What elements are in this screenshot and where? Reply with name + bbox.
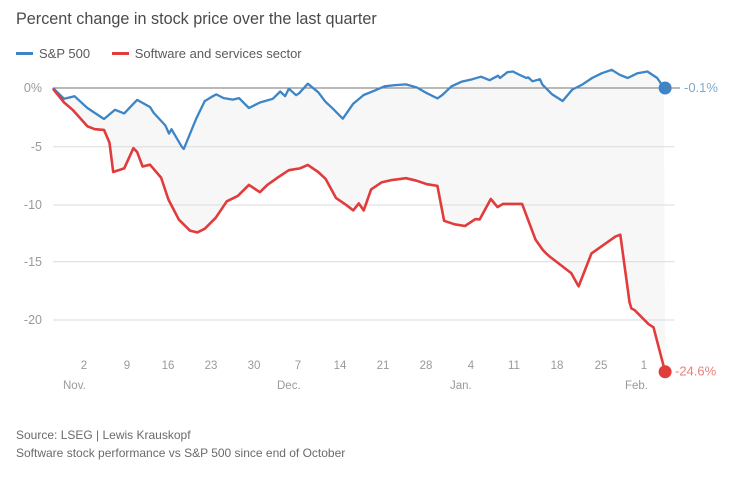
svg-text:Nov.: Nov.: [63, 380, 86, 392]
svg-text:Dec.: Dec.: [277, 380, 301, 392]
svg-text:Jan.: Jan.: [450, 380, 472, 392]
svg-text:-5: -5: [31, 140, 42, 154]
svg-text:1: 1: [641, 360, 647, 372]
svg-text:25: 25: [595, 360, 608, 372]
svg-text:28: 28: [420, 360, 433, 372]
svg-text:11: 11: [508, 360, 520, 372]
svg-text:0%: 0%: [24, 81, 42, 95]
svg-text:30: 30: [248, 360, 261, 372]
svg-text:Feb.: Feb.: [625, 380, 648, 392]
svg-text:2: 2: [81, 360, 87, 372]
svg-text:4: 4: [468, 360, 475, 372]
svg-text:-24.6%: -24.6%: [675, 364, 717, 379]
svg-text:18: 18: [551, 360, 564, 372]
svg-text:-0.1%: -0.1%: [684, 80, 718, 95]
svg-text:-20: -20: [24, 313, 42, 327]
svg-text:9: 9: [124, 360, 130, 372]
svg-text:21: 21: [377, 360, 390, 372]
svg-text:16: 16: [162, 360, 175, 372]
svg-text:23: 23: [205, 360, 218, 372]
svg-text:14: 14: [334, 360, 347, 372]
svg-text:-10: -10: [24, 198, 42, 212]
svg-text:-15: -15: [24, 255, 42, 269]
svg-text:7: 7: [295, 360, 301, 372]
